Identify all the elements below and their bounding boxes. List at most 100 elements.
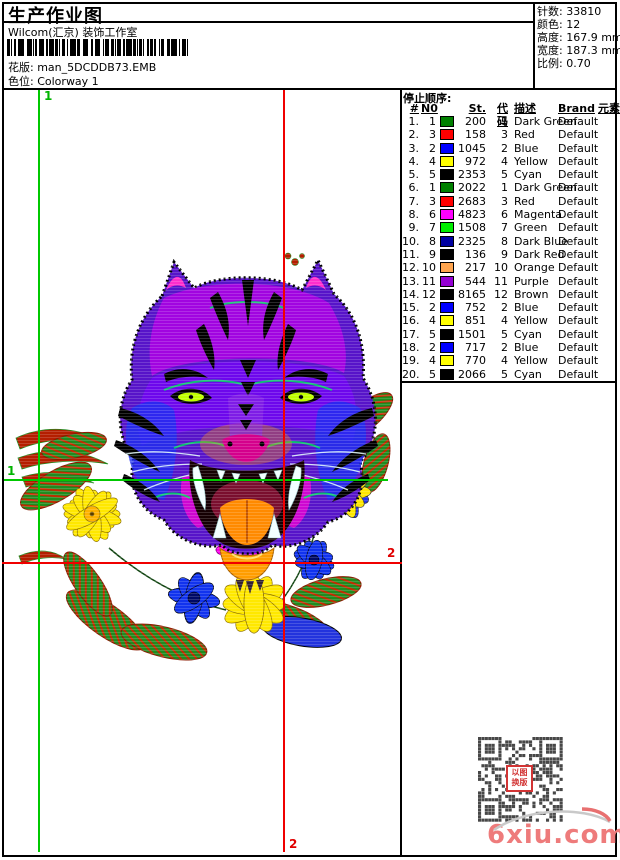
color-description: Orange bbox=[514, 261, 555, 275]
color-description: Dark Green bbox=[514, 181, 577, 195]
thread-brand: Default bbox=[558, 141, 599, 155]
color-swatch bbox=[440, 155, 454, 167]
end-horizontal-line bbox=[2, 562, 402, 564]
row-number: 15. bbox=[402, 301, 420, 315]
row-number: 7. bbox=[408, 194, 420, 208]
stitch-count: 851 bbox=[465, 314, 486, 328]
stitch-count: 2066 bbox=[458, 367, 486, 381]
title-underline bbox=[4, 21, 533, 23]
color-code: 2 bbox=[501, 301, 508, 315]
color-description: Cyan bbox=[514, 327, 542, 341]
color-swatch bbox=[440, 142, 454, 154]
company-name: Wilcom(汇京) 装饰工作室 bbox=[8, 26, 138, 39]
color-code: 1 bbox=[501, 115, 508, 128]
qr-code bbox=[478, 737, 563, 822]
color-description: Blue bbox=[514, 301, 539, 315]
color-swatch bbox=[440, 315, 454, 327]
stat-value: 12 bbox=[566, 18, 581, 31]
table-row: 17. 5 1501 5 Cyan Default bbox=[402, 328, 617, 341]
color-code: 10 bbox=[494, 261, 508, 275]
qr-stamp-line2: 换版 bbox=[511, 778, 528, 787]
color-swatch bbox=[440, 288, 454, 300]
color-description: Magenta bbox=[514, 208, 563, 222]
color-description: Yellow bbox=[514, 154, 548, 168]
colorway-line: 色位: Colorway 1 bbox=[8, 73, 99, 89]
row-number: 13. bbox=[402, 274, 420, 288]
end-vertical-line bbox=[283, 90, 285, 852]
color-description: Green bbox=[514, 221, 548, 235]
needle-number: 2 bbox=[429, 301, 436, 315]
color-swatch bbox=[440, 368, 454, 380]
color-code: 5 bbox=[501, 367, 508, 381]
row-number: 17. bbox=[402, 327, 420, 341]
thread-brand: Default bbox=[558, 301, 599, 315]
start-horizontal-line bbox=[4, 479, 388, 481]
column-header-number: # bbox=[409, 102, 419, 115]
thread-brand: Default bbox=[558, 115, 599, 128]
color-description: Cyan bbox=[514, 168, 542, 182]
table-row: 13. 11 544 11 Purple Default bbox=[402, 275, 617, 288]
column-header-elements: 元素 bbox=[598, 102, 620, 115]
stop-table-header: # N0 St. 代码 描述 Brand 元素 bbox=[402, 102, 620, 128]
row-number: 18. bbox=[402, 341, 420, 355]
needle-number: 1 bbox=[429, 115, 436, 128]
thread-brand: Default bbox=[558, 208, 599, 222]
row-number: 19. bbox=[402, 354, 420, 368]
color-description: Dark Blue bbox=[514, 234, 568, 248]
thread-brand: Default bbox=[558, 354, 599, 368]
stitch-count: 2325 bbox=[458, 234, 486, 248]
stitch-count: 2022 bbox=[458, 181, 486, 195]
table-row: 7. 3 2683 3 Red Default bbox=[402, 195, 617, 208]
color-code: 3 bbox=[501, 128, 508, 142]
column-header-needle: N0 bbox=[421, 102, 438, 115]
blue-flower-a bbox=[168, 572, 220, 624]
table-row: 18. 2 717 2 Blue Default bbox=[402, 341, 617, 354]
swoosh-icon bbox=[493, 807, 612, 832]
stat-label: 宽度: bbox=[537, 44, 563, 57]
color-swatch bbox=[440, 195, 454, 207]
color-description: Dark Green bbox=[514, 115, 577, 128]
tiger-head bbox=[114, 256, 378, 594]
column-header-description: 描述 bbox=[514, 102, 536, 115]
color-description: Yellow bbox=[514, 314, 548, 328]
color-swatch bbox=[440, 222, 454, 234]
end-marker-label-right: 2 bbox=[387, 546, 396, 560]
table-row: 5. 5 2353 5 Cyan Default bbox=[402, 168, 617, 181]
needle-number: 11 bbox=[422, 274, 436, 288]
pattern-line: 花版: man_5DCDDB73.EMB bbox=[8, 59, 156, 75]
stitch-count: 717 bbox=[465, 341, 486, 355]
color-swatch bbox=[440, 169, 454, 181]
color-description: Blue bbox=[514, 141, 539, 155]
stitch-count: 972 bbox=[465, 154, 486, 168]
thread-brand: Default bbox=[558, 341, 599, 355]
needle-number: 3 bbox=[429, 128, 436, 142]
color-swatch bbox=[440, 116, 454, 127]
color-code: 2 bbox=[501, 341, 508, 355]
design-stats: 针数: 33810 颜色: 12 高度: 167.9 mm 宽度: 187.3 … bbox=[537, 5, 620, 70]
stat-label: 针数: bbox=[537, 5, 563, 18]
stat-width: 宽度: 187.3 mm bbox=[537, 44, 620, 57]
row-number: 6. bbox=[408, 181, 420, 195]
thread-brand: Default bbox=[558, 194, 599, 208]
start-marker-label-left: 1 bbox=[7, 464, 16, 478]
stitch-count: 217 bbox=[465, 261, 486, 275]
stitch-count: 770 bbox=[465, 354, 486, 368]
table-row: 8. 6 4823 6 Magenta Default bbox=[402, 208, 617, 221]
pattern-value: man_5DCDDB73.EMB bbox=[37, 61, 157, 74]
row-number: 9. bbox=[408, 221, 420, 235]
needle-number: 4 bbox=[429, 354, 436, 368]
color-description: Blue bbox=[514, 341, 539, 355]
row-number: 1. bbox=[408, 115, 420, 128]
thread-brand: Default bbox=[558, 128, 599, 142]
color-swatch bbox=[440, 302, 454, 314]
thread-brand: Default bbox=[558, 274, 599, 288]
stats-divider bbox=[533, 4, 535, 88]
thread-brand: Default bbox=[558, 327, 599, 341]
thread-brand: Default bbox=[558, 181, 599, 195]
stat-label: 颜色: bbox=[537, 18, 563, 31]
stitch-count: 8165 bbox=[458, 287, 486, 301]
table-bottom-rule bbox=[400, 381, 617, 383]
color-code: 4 bbox=[501, 314, 508, 328]
color-code: 6 bbox=[501, 208, 508, 222]
